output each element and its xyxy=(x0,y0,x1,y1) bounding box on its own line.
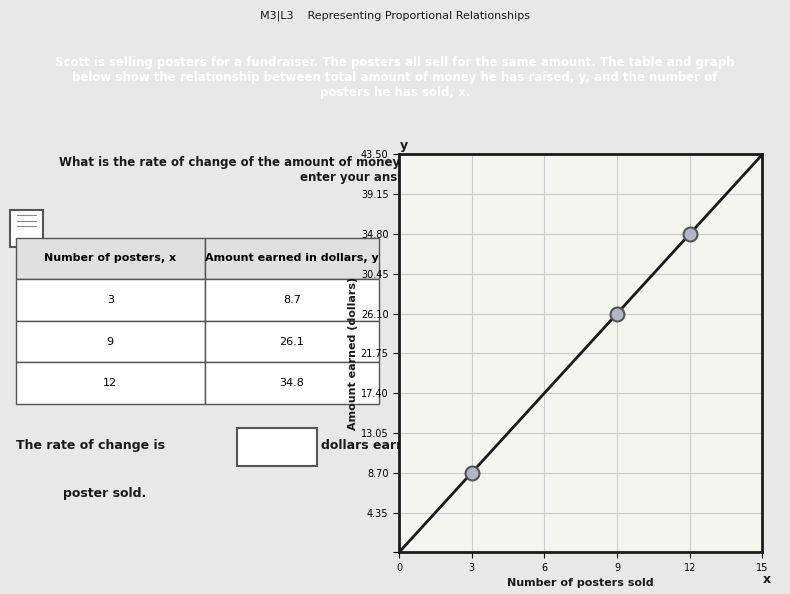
FancyBboxPatch shape xyxy=(10,210,43,248)
Bar xyxy=(205,238,379,279)
Text: Amount earned in dollars, y: Amount earned in dollars, y xyxy=(205,254,379,263)
Text: 9: 9 xyxy=(107,337,114,346)
Text: poster sold.: poster sold. xyxy=(63,486,146,500)
Bar xyxy=(16,238,205,279)
Text: Number of posters, x: Number of posters, x xyxy=(44,254,176,263)
FancyBboxPatch shape xyxy=(238,428,318,466)
Text: 26.1: 26.1 xyxy=(280,337,304,346)
X-axis label: Number of posters sold: Number of posters sold xyxy=(507,579,654,589)
Text: 8.7: 8.7 xyxy=(283,295,301,305)
Bar xyxy=(205,321,379,362)
Text: What is the rate of change of the amount of money Scott earns per poster? Solve : What is the rate of change of the amount… xyxy=(59,156,731,184)
Text: y: y xyxy=(400,138,408,151)
Bar xyxy=(16,362,205,404)
Y-axis label: Amount earned (dollars): Amount earned (dollars) xyxy=(348,277,358,430)
Text: 34.8: 34.8 xyxy=(280,378,304,388)
Text: Scott is selling posters for a fundraiser. The posters all sell for the same amo: Scott is selling posters for a fundraise… xyxy=(55,56,735,99)
Bar xyxy=(16,279,205,321)
Text: The rate of change is: The rate of change is xyxy=(16,439,165,452)
Text: 12: 12 xyxy=(103,378,118,388)
Bar xyxy=(16,321,205,362)
Text: 3: 3 xyxy=(107,295,114,305)
Text: x: x xyxy=(763,573,771,586)
Bar xyxy=(205,362,379,404)
Bar xyxy=(205,279,379,321)
Text: dollars earned per: dollars earned per xyxy=(321,439,450,452)
Text: M3|L3    Representing Proportional Relationships: M3|L3 Representing Proportional Relation… xyxy=(260,11,530,21)
